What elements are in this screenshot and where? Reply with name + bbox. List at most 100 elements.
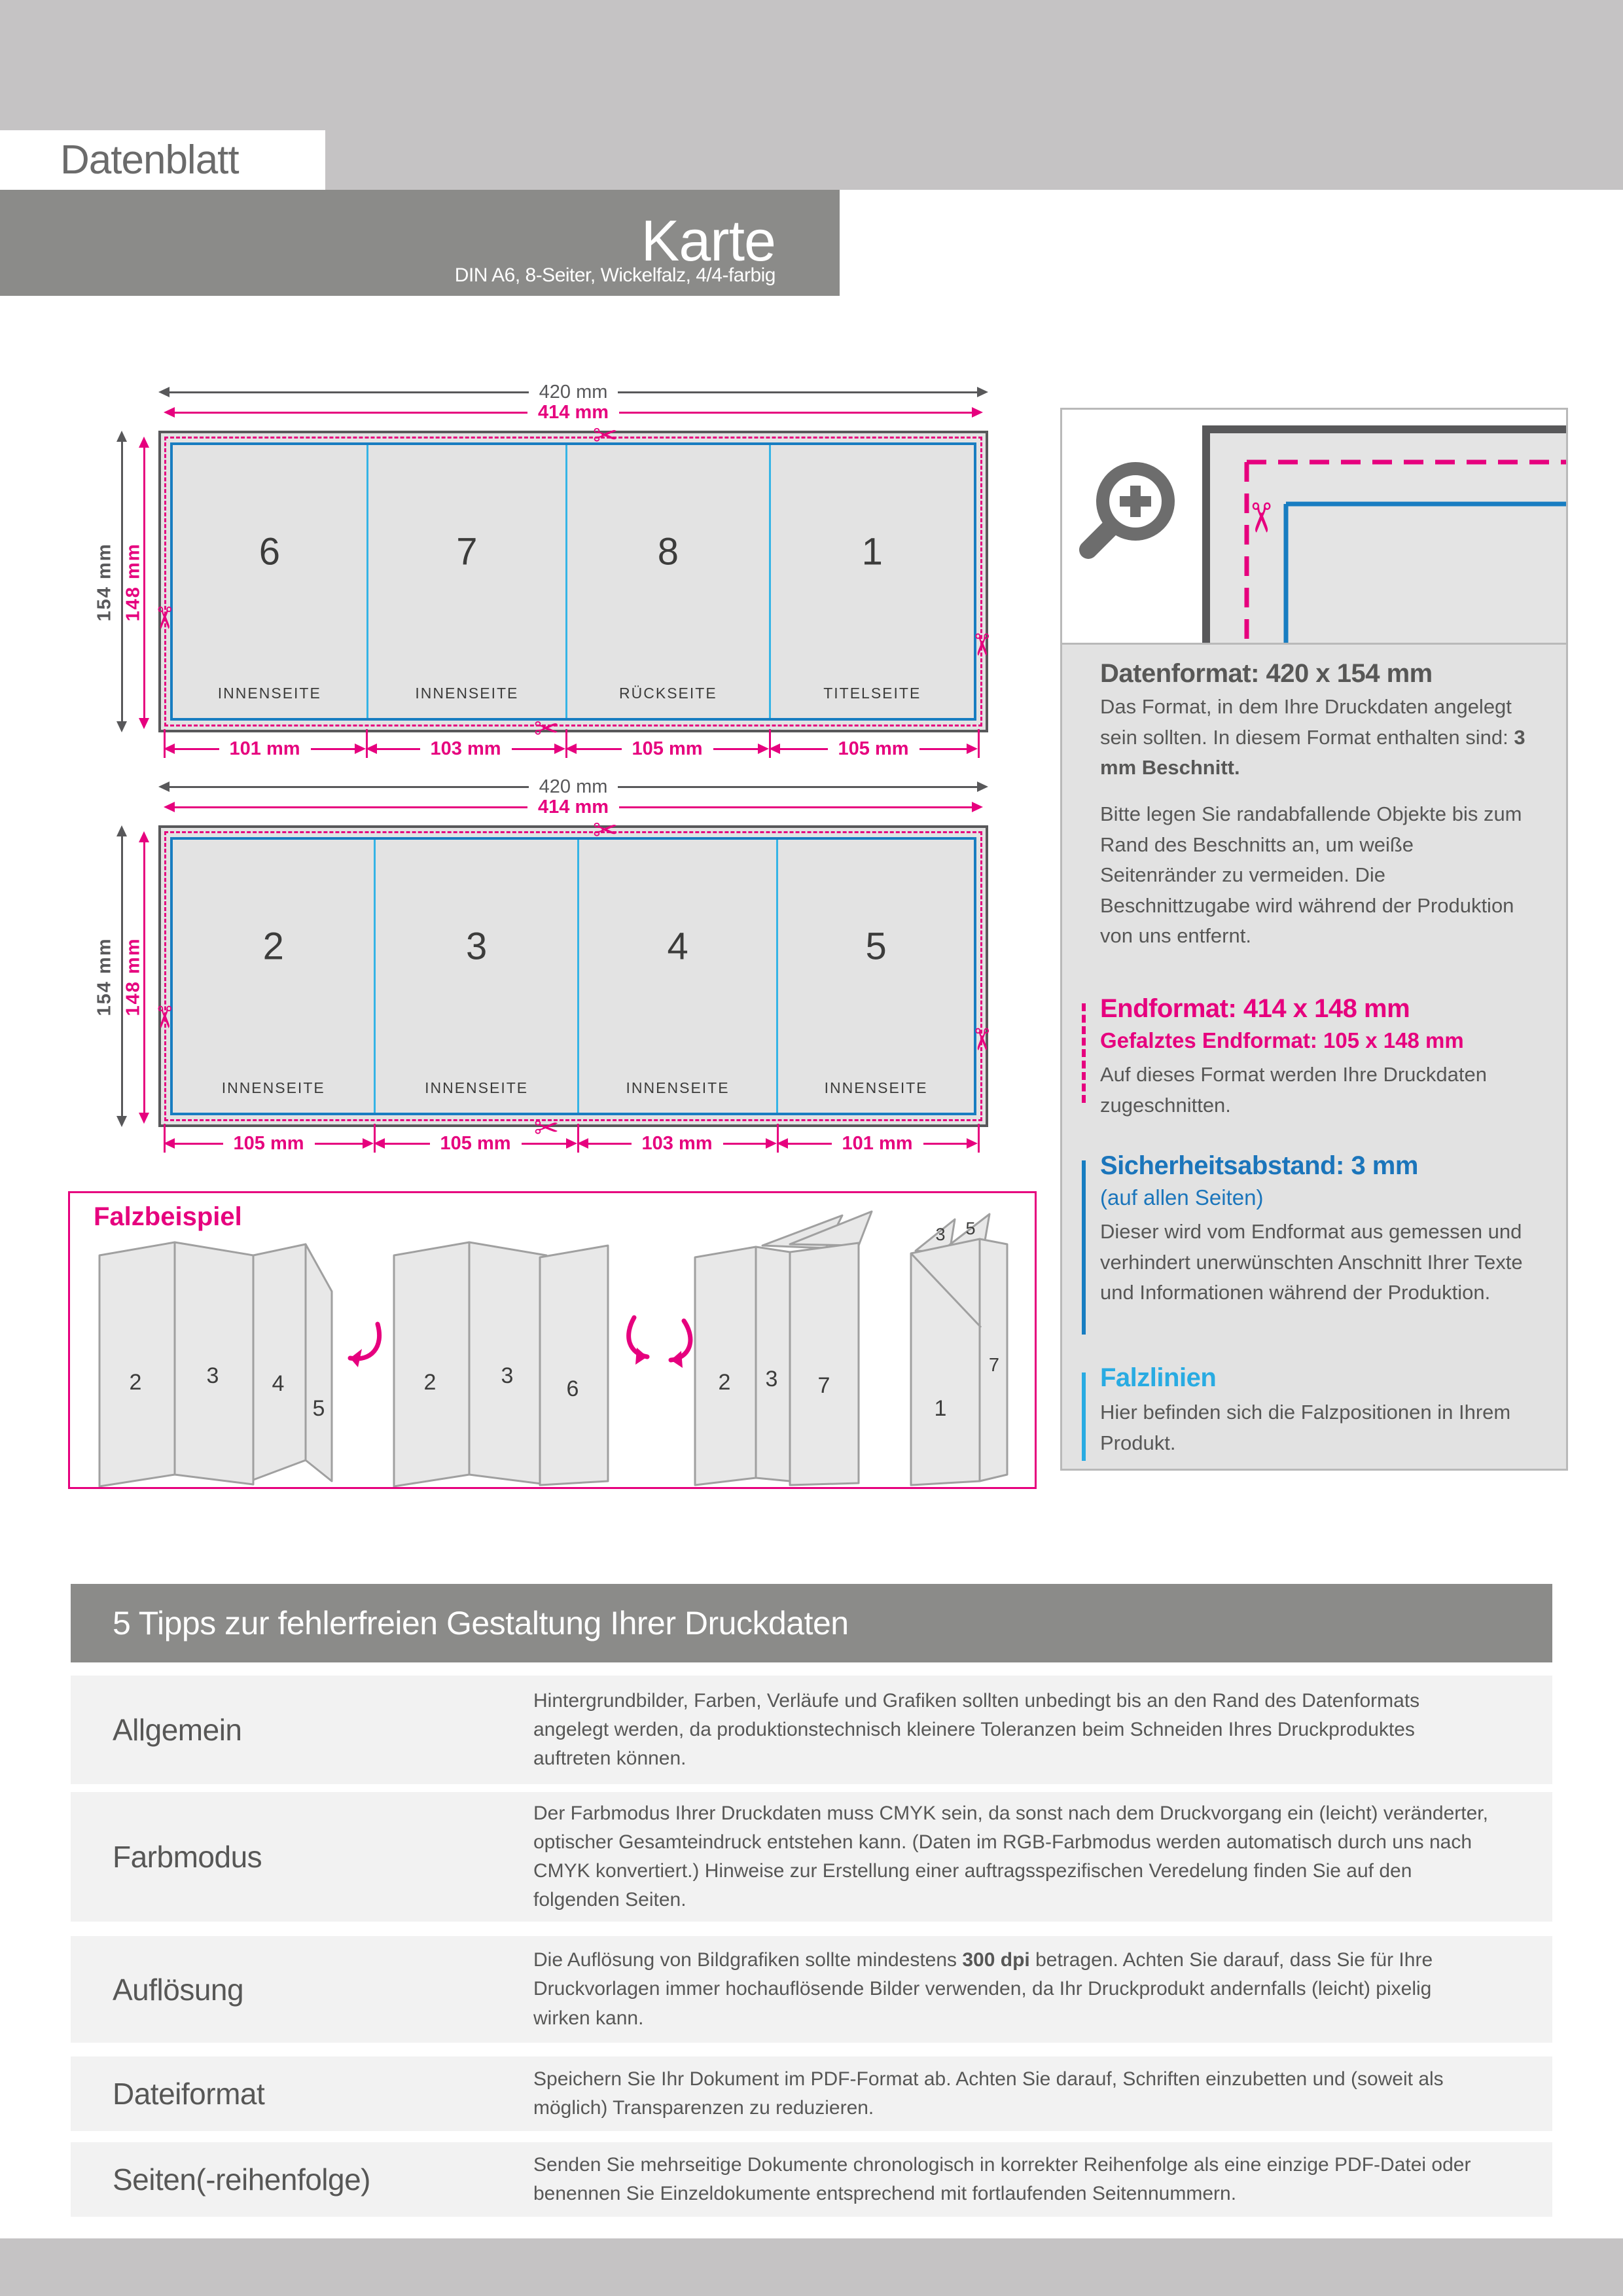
dim-panel-width: 101 mm bbox=[164, 738, 366, 760]
svg-text:3: 3 bbox=[501, 1363, 514, 1388]
tip-text: Die Auflösung von Bildgrafiken sollte mi… bbox=[533, 1949, 1433, 2029]
doc-label-box: Datenblatt bbox=[0, 130, 325, 190]
tips-title-band: 5 Tipps zur fehlerfreien Gestaltung Ihre… bbox=[71, 1584, 1552, 1662]
svg-text:6: 6 bbox=[567, 1376, 579, 1401]
dim-panel-width: 105 mm bbox=[374, 1132, 578, 1155]
svg-text:2: 2 bbox=[424, 1370, 437, 1395]
safety-margin-rect bbox=[170, 442, 976, 721]
dim-panel-width: 105 mm bbox=[565, 738, 770, 760]
dim-panel-width: 105 mm bbox=[164, 1132, 374, 1155]
dim-panel-width: 103 mm bbox=[577, 1132, 777, 1155]
datenformat-text: Das Format, in dem Ihre Druckdaten angel… bbox=[1100, 695, 1525, 779]
tip-row-dateiformat: Dateiformat Speichern Sie Ihr Dokument i… bbox=[71, 2056, 1552, 2131]
dim-end-height-label: 148 mm bbox=[122, 543, 144, 622]
fold-tick bbox=[769, 729, 771, 758]
tip-text: Der Farbmodus Ihrer Druckdaten muss CMYK… bbox=[533, 1802, 1488, 1911]
scissors-icon: ✂ bbox=[533, 1111, 560, 1145]
format-diagram-inner-side: 420 mm 414 mm 154 mm 148 mm 2 INNENSEITE bbox=[52, 776, 1034, 1209]
panel-box: 6 INNENSEITE 7 INNENSEITE 8 RÜCKSEITE 1 … bbox=[173, 445, 974, 718]
fold-tick bbox=[978, 1124, 980, 1153]
fold-tick bbox=[366, 729, 368, 758]
dim-end-width: 414 mm bbox=[164, 796, 984, 818]
dim-total-width: 420 mm bbox=[158, 776, 989, 798]
panel-caption: TITELSEITE bbox=[823, 685, 921, 702]
tip-label: Seiten(-reihenfolge) bbox=[113, 2162, 371, 2197]
tip-row-allgemein: Allgemein Hintergrundbilder, Farben, Ver… bbox=[71, 1676, 1552, 1784]
endformat-subheading: Gefalztes Endformat: 105 x 148 mm bbox=[1100, 1028, 1464, 1052]
dim-end-width: 414 mm bbox=[164, 401, 984, 423]
datenformat-rect: 2 INNENSEITE 3 INNENSEITE 4 INNENSEITE 5… bbox=[158, 825, 988, 1127]
tips-title: 5 Tipps zur fehlerfreien Gestaltung Ihre… bbox=[113, 1605, 849, 1641]
panel-number: 8 bbox=[657, 530, 679, 573]
format-diagram-outer-side: 420 mm 414 mm 154 mm 148 mm 6 INNENSEITE bbox=[52, 382, 1034, 814]
panel-7: 7 INNENSEITE bbox=[368, 445, 568, 718]
fold-tick bbox=[978, 729, 980, 758]
svg-text:3: 3 bbox=[207, 1363, 219, 1388]
footer-band bbox=[0, 2238, 1623, 2296]
endformat-cut-line bbox=[164, 831, 982, 1121]
svg-text:3: 3 bbox=[766, 1367, 778, 1391]
doc-label: Datenblatt bbox=[60, 137, 240, 183]
panel-6: 6 INNENSEITE bbox=[173, 445, 368, 718]
dim-total-height-line bbox=[111, 825, 133, 1127]
panel-caption: INNENSEITE bbox=[217, 685, 321, 702]
fold-tick bbox=[374, 1124, 376, 1153]
dim-total-height-label: 154 mm bbox=[94, 937, 115, 1016]
format-info-panel: Datenformat: 420 x 154 mm Das Format, in… bbox=[1060, 645, 1568, 1471]
scissors-icon: ✂ bbox=[592, 813, 618, 847]
safety-text: Dieser wird vom Endformat aus gemessen u… bbox=[1100, 1220, 1523, 1304]
panel-caption: INNENSEITE bbox=[415, 685, 519, 702]
panel-8: 8 RÜCKSEITE bbox=[567, 445, 771, 718]
fold-tick bbox=[577, 1124, 579, 1153]
scissors-icon: ✂ bbox=[533, 711, 560, 745]
detail-zoom-box: ✂ bbox=[1060, 408, 1568, 645]
panel-number: 1 bbox=[861, 530, 883, 573]
svg-text:4: 4 bbox=[272, 1371, 285, 1396]
fold-tick bbox=[164, 729, 166, 758]
safety-margin-rect bbox=[170, 837, 976, 1115]
tip-row-farbmodus: Farbmodus Der Farbmodus Ihrer Druckdaten… bbox=[71, 1792, 1552, 1922]
fold-example-title: Falzbeispiel bbox=[94, 1202, 242, 1231]
panel-2: 2 INNENSEITE bbox=[173, 840, 376, 1113]
bleed-text: Bitte legen Sie randabfallende Objekte b… bbox=[1100, 802, 1522, 947]
scissors-icon: ✂ bbox=[965, 1026, 999, 1052]
endformat-cut-line bbox=[164, 437, 982, 726]
dim-total-width: 420 mm bbox=[158, 381, 989, 403]
fold-tick bbox=[777, 1124, 779, 1153]
page-title: Karte bbox=[641, 208, 776, 273]
fold-stage-labels: 2 3 4 5 2 3 6 2 3 7 3 5 1 7 bbox=[130, 1219, 1000, 1421]
zoom-icon bbox=[1079, 462, 1175, 559]
tip-text: Senden Sie mehrseitige Dokumente chronol… bbox=[533, 2153, 1471, 2204]
scissors-icon: ✂ bbox=[147, 605, 181, 631]
endformat-text: Auf dieses Format werden Ihre Druckdaten… bbox=[1100, 1063, 1487, 1117]
svg-text:1: 1 bbox=[935, 1396, 947, 1421]
dim-label: 414 mm bbox=[538, 401, 609, 423]
safety-subheading: (auf allen Seiten) bbox=[1100, 1185, 1264, 1210]
panel-1: 1 TITELSEITE bbox=[771, 445, 974, 718]
dim-panel-width: 105 mm bbox=[769, 738, 978, 760]
datenformat-heading: Datenformat: 420 x 154 mm bbox=[1100, 659, 1433, 688]
fold-tick bbox=[565, 729, 567, 758]
falzlinien-heading: Falzlinien bbox=[1100, 1363, 1217, 1392]
tip-label: Allgemein bbox=[113, 1713, 242, 1747]
page-subtitle: DIN A6, 8-Seiter, Wickelfalz, 4/4-farbig bbox=[454, 264, 776, 286]
fold-line-sample bbox=[1082, 1372, 1086, 1461]
falzlinien-text: Hier befinden sich die Falzpositionen in… bbox=[1100, 1401, 1511, 1454]
tip-text: Speichern Sie Ihr Dokument im PDF-Format… bbox=[533, 2068, 1444, 2119]
dim-total-height-label: 154 mm bbox=[94, 543, 115, 622]
dim-end-height-line bbox=[133, 437, 155, 729]
panel-caption: RÜCKSEITE bbox=[619, 685, 717, 702]
panel-5: 5 INNENSEITE bbox=[824, 925, 928, 1096]
scissors-icon: ✂ bbox=[147, 1004, 181, 1030]
tip-label: Dateiformat bbox=[113, 2077, 265, 2111]
svg-text:7: 7 bbox=[989, 1355, 999, 1376]
tip-row-aufloesung: Auflösung Die Auflösung von Bildgrafiken… bbox=[71, 1936, 1552, 2043]
datenformat-rect: 6 INNENSEITE 7 INNENSEITE 8 RÜCKSEITE 1 … bbox=[158, 431, 988, 732]
fold-example-box: 2 3 4 5 2 3 6 2 3 7 3 5 1 7 Falzbeispiel bbox=[68, 1191, 1037, 1489]
endformat-line-sample bbox=[1082, 1003, 1086, 1103]
detail-zoom-illustration: ✂ bbox=[1079, 425, 1566, 643]
tip-label: Auflösung bbox=[113, 1972, 244, 2007]
panel-box: 2 INNENSEITE 3 INNENSEITE 4 INNENSEITE 5… bbox=[173, 840, 974, 1113]
dim-panel-width: 101 mm bbox=[777, 1132, 978, 1155]
